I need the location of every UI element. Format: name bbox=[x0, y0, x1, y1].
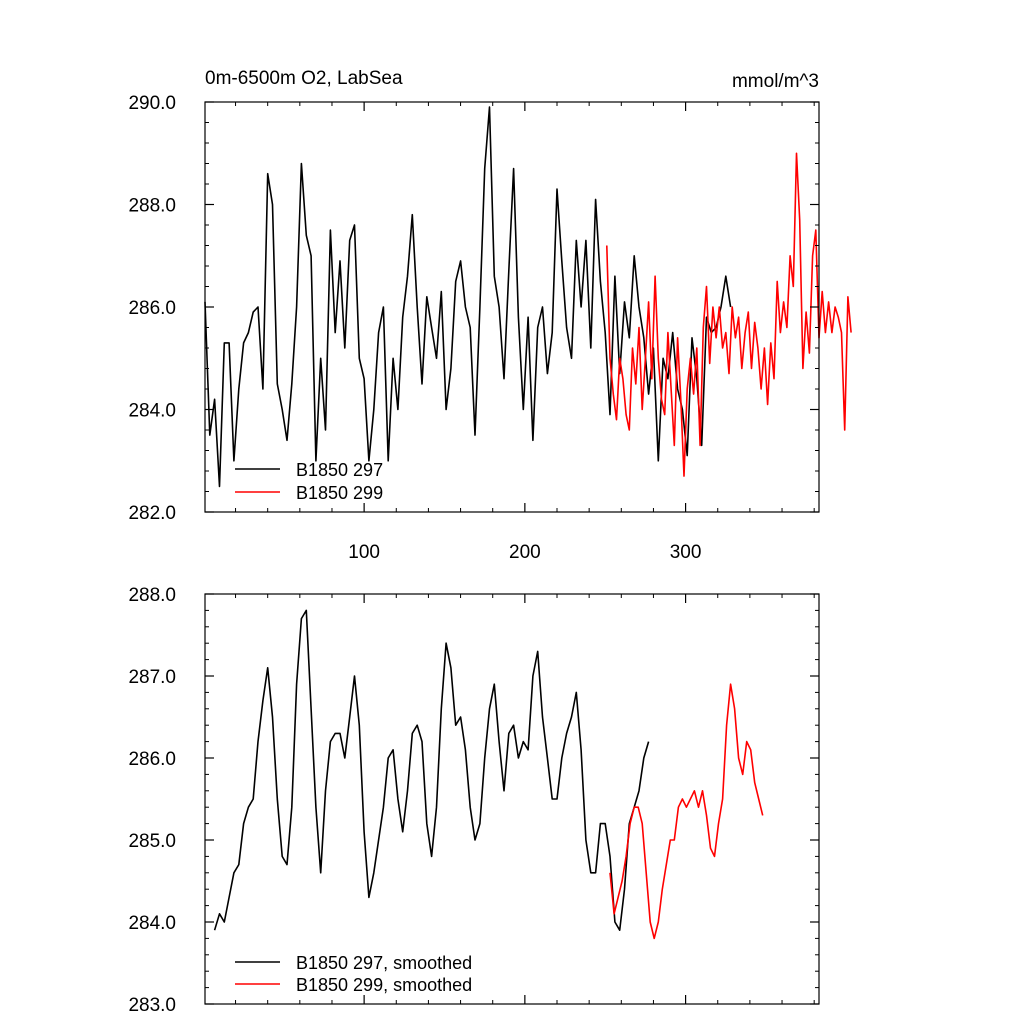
legend-label: B1850 299, smoothed bbox=[296, 975, 472, 995]
series-line-1-1 bbox=[204, 106, 732, 488]
y-tick-label: 284.0 bbox=[128, 401, 176, 422]
y-tick-label: 287.0 bbox=[128, 667, 176, 688]
y-tick-label: 283.0 bbox=[128, 995, 176, 1016]
y-tick-label: 288.0 bbox=[128, 585, 176, 606]
series-line-2-2 bbox=[609, 683, 764, 940]
y-tick-label: 288.0 bbox=[128, 196, 176, 217]
top-panel: 0m-6500m O2, LabSea mmol/m^3 282.0 284.0 2… bbox=[128, 68, 852, 563]
y-tick-label: 282.0 bbox=[128, 503, 176, 524]
bottom-panel: 283.0 284.0 285.0 286.0 287.0 288.0 B1850 297,… bbox=[128, 585, 820, 1016]
y-tick-label: 286.0 bbox=[128, 298, 176, 319]
series-line-2-1 bbox=[213, 609, 650, 932]
y-tick-label: 290.0 bbox=[128, 93, 176, 114]
legend-label: B1850 297 bbox=[296, 460, 383, 480]
x-tick-label: 300 bbox=[670, 542, 702, 563]
y-tick-label: 285.0 bbox=[128, 831, 176, 852]
x-tick-label: 200 bbox=[509, 542, 541, 563]
panel-title-right: mmol/m^3 bbox=[732, 71, 819, 92]
x-tick-label: 100 bbox=[348, 542, 380, 563]
y-tick-label: 284.0 bbox=[128, 913, 176, 934]
plot-frame bbox=[204, 593, 820, 1005]
legend-label: B1850 299 bbox=[296, 483, 383, 503]
series-line-1-2 bbox=[606, 152, 852, 477]
panel-title-left: 0m-6500m O2, LabSea bbox=[205, 68, 403, 89]
legend-label: B1850 297, smoothed bbox=[296, 953, 472, 973]
y-tick-label: 286.0 bbox=[128, 749, 176, 770]
